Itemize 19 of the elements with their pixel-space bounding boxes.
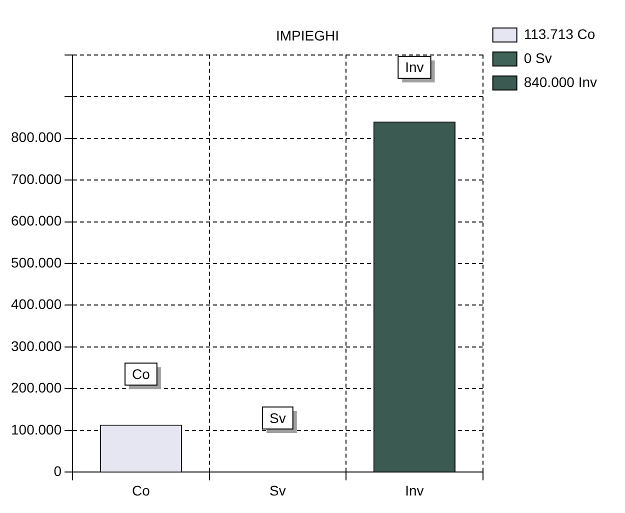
y-tick-label: 400.000 [10, 296, 62, 312]
x-tick-label: Co [132, 482, 150, 498]
legend-label: 840.000 Inv [524, 74, 597, 90]
y-tick-label: 500.000 [10, 254, 62, 270]
x-tick-label: Sv [270, 482, 286, 498]
y-tick-label: 600.000 [10, 212, 62, 229]
y-tick-label: 300.000 [10, 338, 62, 354]
annotation: Sv [270, 410, 286, 426]
chart-title: IMPIEGHI [276, 27, 340, 44]
legend-label: 113.713 Co [524, 26, 596, 42]
y-tick-label: 0 [54, 463, 62, 480]
y-tick-label: 200.000 [10, 380, 62, 396]
y-tick-label: 100.000 [10, 421, 62, 438]
y-tick-label: 800.000 [10, 129, 62, 146]
annotation: Co [132, 366, 150, 382]
legend-label: 0 Sv [524, 50, 552, 66]
x-tick-label: Inv [405, 482, 424, 498]
y-tick-label: 700.000 [10, 170, 62, 187]
annotation: Inv [405, 59, 424, 76]
